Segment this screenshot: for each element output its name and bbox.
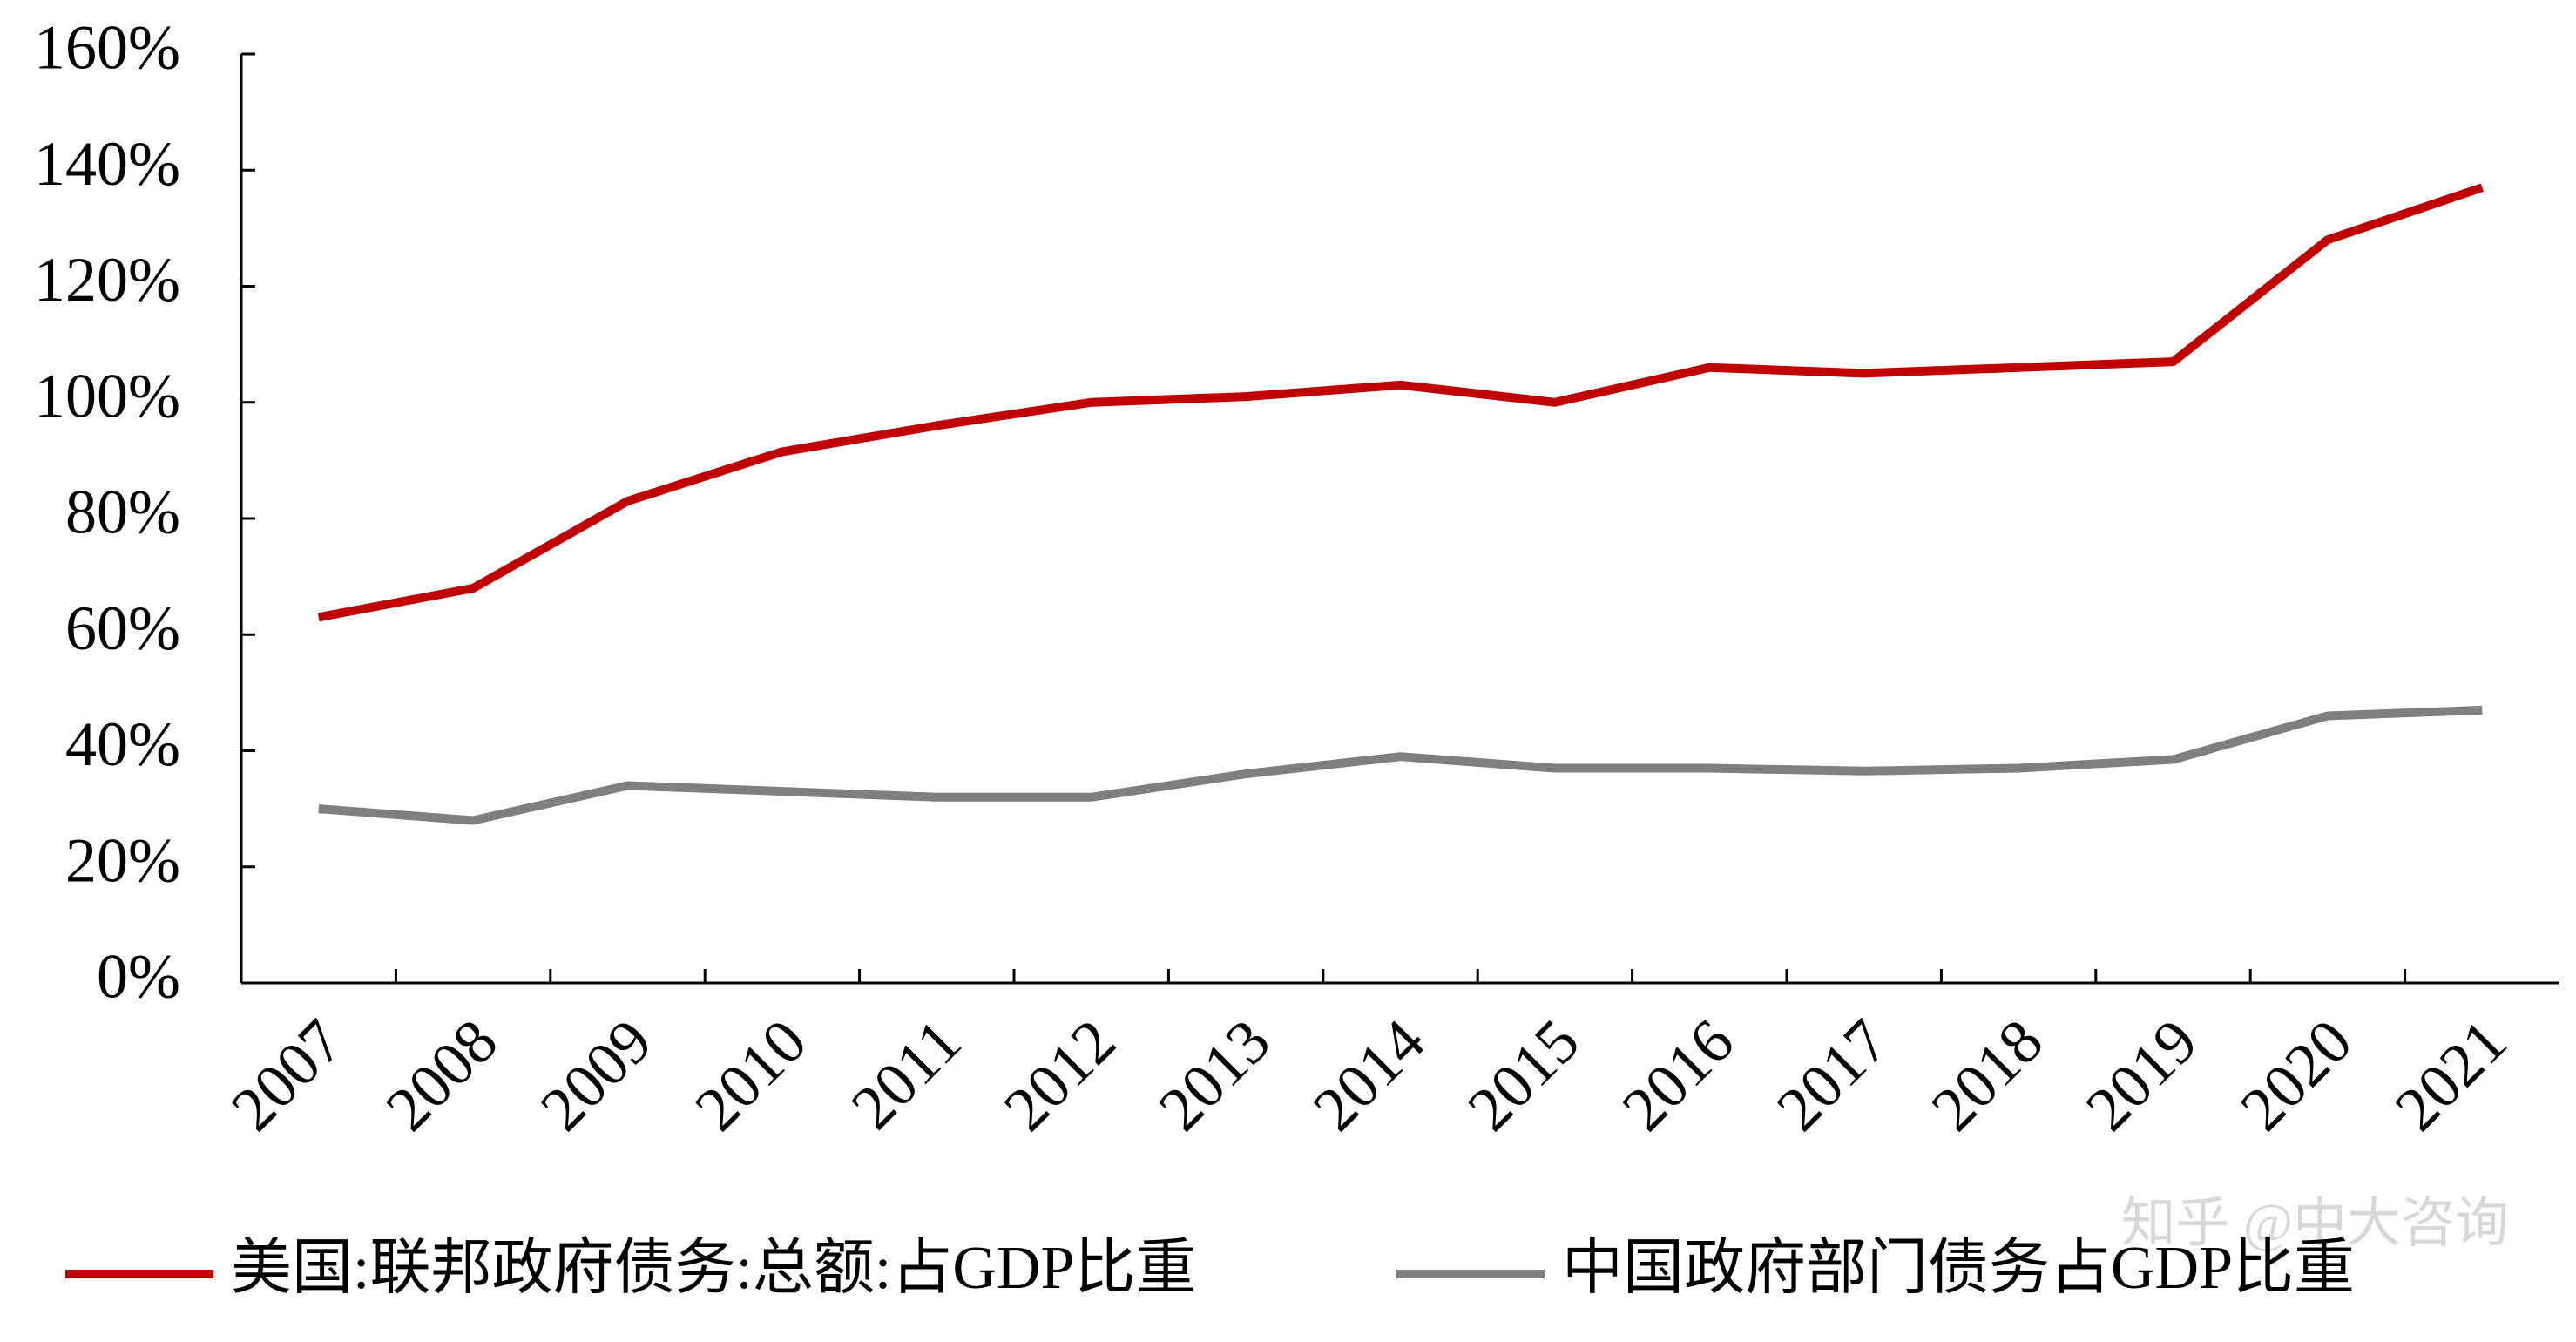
x-tick-label: 2021 (2382, 1006, 2519, 1143)
y-tick-label: 140% (34, 129, 180, 199)
x-tick-label: 2007 (218, 1006, 355, 1143)
watermark: 知乎 @中大咨询 (2121, 1194, 2509, 1253)
y-tick-label: 80% (65, 478, 180, 547)
x-tick-label: 2015 (1455, 1006, 1592, 1143)
y-tick-label: 160% (34, 13, 180, 83)
y-tick-label: 20% (65, 825, 180, 895)
y-tick-label: 0% (97, 942, 180, 1012)
x-tick-label: 2016 (1609, 1006, 1747, 1143)
x-tick-label: 2010 (682, 1006, 820, 1143)
x-tick-label: 2020 (2228, 1006, 2365, 1143)
y-tick-label: 100% (34, 361, 180, 430)
legend-label: 美国:联邦政府债务:总额:占GDP比重 (231, 1235, 1196, 1302)
data-line (317, 183, 2484, 622)
x-tick-label: 2018 (1918, 1006, 2056, 1143)
x-tick-label: 2013 (1146, 1006, 1283, 1143)
y-tick-label: 120% (34, 245, 180, 315)
x-tick-label: 2012 (991, 1006, 1128, 1143)
data-line (318, 705, 2483, 825)
x-tick-label: 2008 (373, 1006, 510, 1143)
x-tick-label: 2009 (527, 1006, 665, 1143)
x-tick-label: 2011 (838, 1006, 975, 1142)
legend-label: 中国政府部门债务占GDP比重 (1562, 1235, 2355, 1302)
x-tick-label: 2019 (2072, 1006, 2210, 1143)
y-tick-label: 40% (65, 709, 180, 779)
x-tick-label: 2017 (1763, 1006, 1901, 1143)
y-tick-label: 60% (65, 593, 180, 663)
x-tick-label: 2014 (1300, 1006, 1437, 1143)
